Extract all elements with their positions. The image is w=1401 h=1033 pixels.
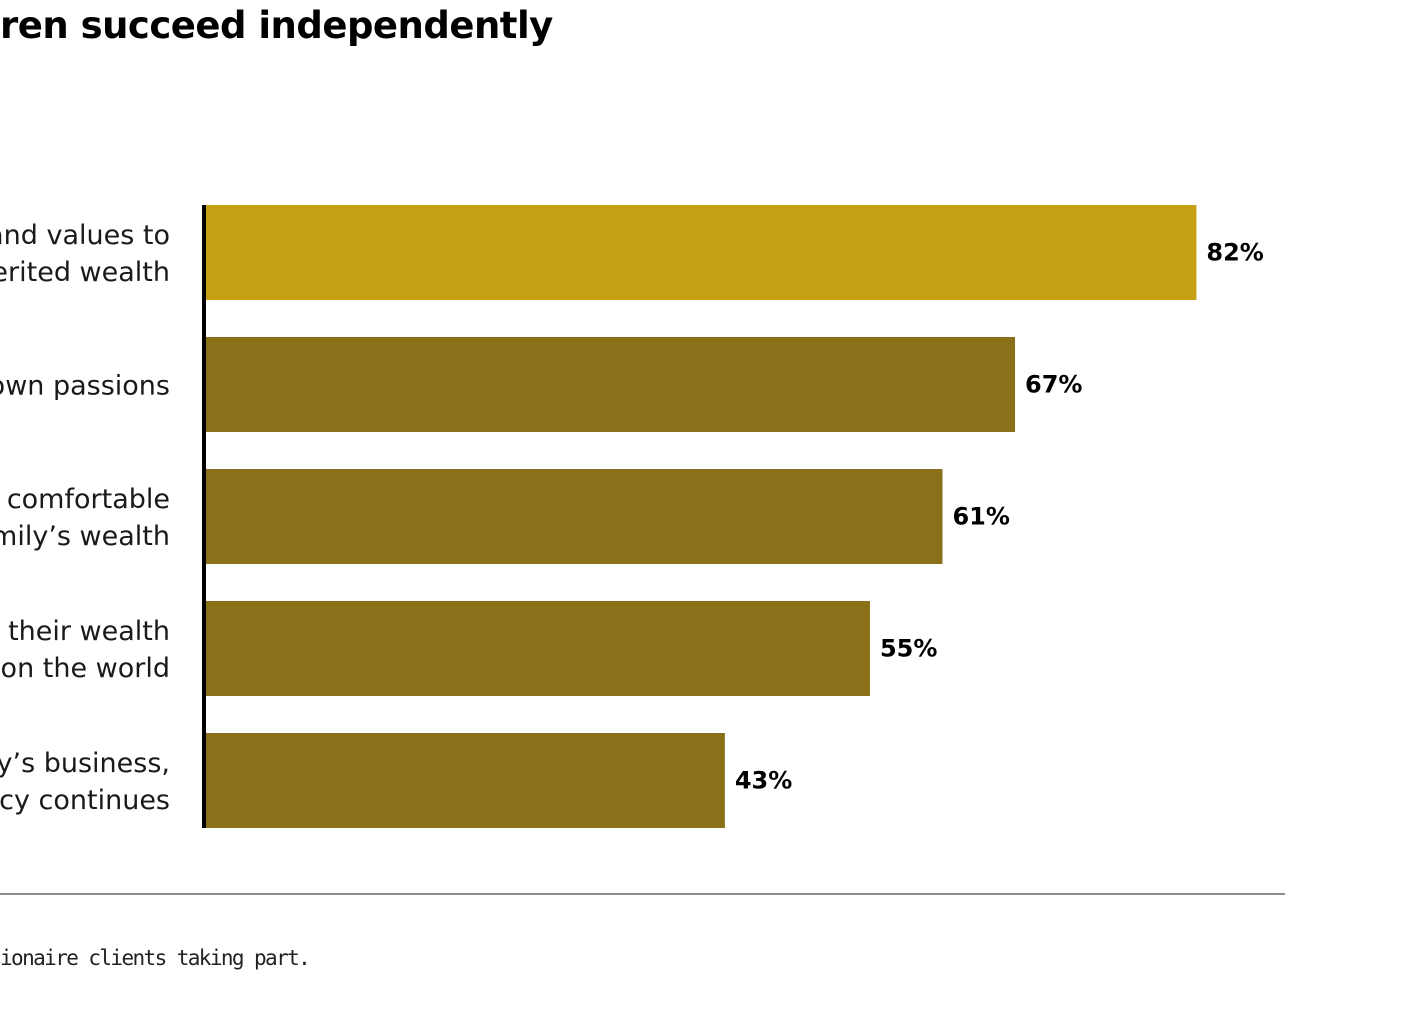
bar-2 (205, 469, 943, 564)
bar-1 (205, 337, 1016, 432)
category-label-3-0: g their wealth (0, 616, 170, 647)
value-label-4: 43% (735, 767, 792, 795)
footnote: ionaire clients taking part. (0, 946, 311, 970)
bar-4 (205, 733, 725, 828)
value-label-1: 67% (1025, 371, 1082, 399)
bar-0 (205, 205, 1197, 300)
bar-3 (205, 601, 870, 696)
value-label-3: 55% (880, 635, 937, 663)
chart-title: ren succeed independently (0, 4, 553, 47)
value-label-2: 61% (952, 503, 1009, 531)
category-label-2-1: amily’s wealth (0, 521, 170, 552)
category-label-4-0: ily’s business, (0, 748, 170, 779)
category-label-3-1: on the world (1, 653, 170, 684)
category-label-0-1: erited wealth (0, 257, 170, 288)
category-label-0-0: and values to (0, 220, 170, 251)
value-label-0: 82% (1206, 239, 1263, 267)
category-label-1-0: own passions (0, 371, 170, 402)
category-label-4-1: acy continues (0, 785, 170, 816)
category-label-2-0: / comfortable (0, 484, 170, 515)
